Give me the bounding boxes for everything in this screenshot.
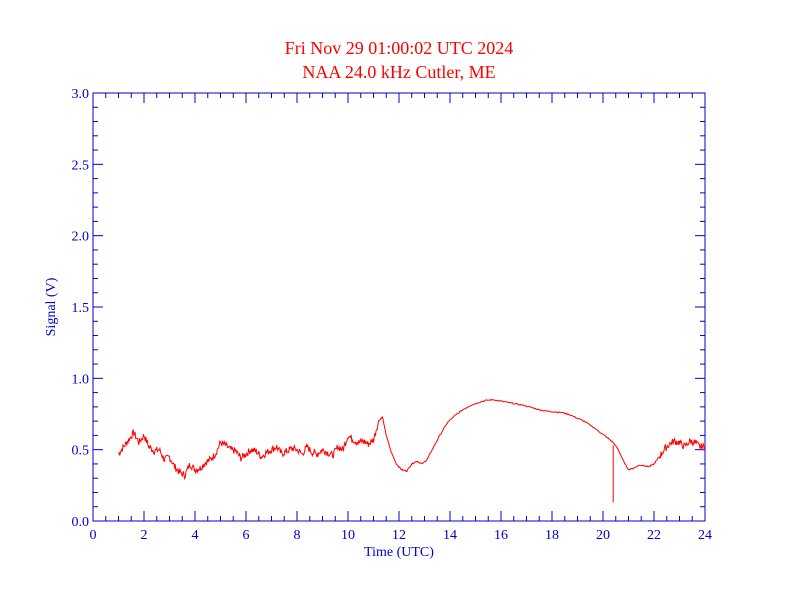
x-tick-label: 20: [596, 528, 610, 543]
signal-series-line: [118, 398, 706, 481]
x-tick-label: 6: [243, 528, 250, 543]
y-tick-label: 2.0: [72, 230, 90, 245]
chart-subtitle: NAA 24.0 kHz Cutler, ME: [302, 62, 495, 82]
x-tick-label: 18: [545, 528, 559, 543]
y-tick-label: 1.5: [72, 301, 90, 316]
y-tick-label: 0.0: [72, 515, 90, 530]
series-layer: [118, 398, 706, 503]
x-axis-label: Time (UTC): [364, 545, 434, 560]
x-tick-label: 16: [494, 528, 508, 543]
x-axis: 0 2 4 6 8 10 12 14 16 18 20 22 24: [90, 93, 712, 543]
x-tick-label: 2: [141, 528, 148, 543]
x-tick-label: 24: [698, 528, 712, 543]
chart-title: Fri Nov 29 01:00:02 UTC 2024: [285, 38, 514, 58]
y-tick-label: 3.0: [72, 87, 90, 102]
x-tick-label: 10: [341, 528, 355, 543]
x-tick-label: 4: [192, 528, 199, 543]
y-axis-label: Signal (V): [44, 277, 59, 336]
x-tick-label: 8: [294, 528, 301, 543]
x-tick-label: 0: [90, 528, 97, 543]
y-tick-label: 2.5: [72, 158, 90, 173]
x-tick-label: 12: [392, 528, 406, 543]
x-tick-label: 14: [443, 528, 457, 543]
x-tick-label: 22: [647, 528, 661, 543]
y-tick-label: 0.5: [72, 444, 90, 459]
y-tick-label: 1.0: [72, 372, 90, 387]
y-axis: 0.0 0.5 1.0 1.5 2.0 2.5 3.0: [72, 87, 705, 530]
